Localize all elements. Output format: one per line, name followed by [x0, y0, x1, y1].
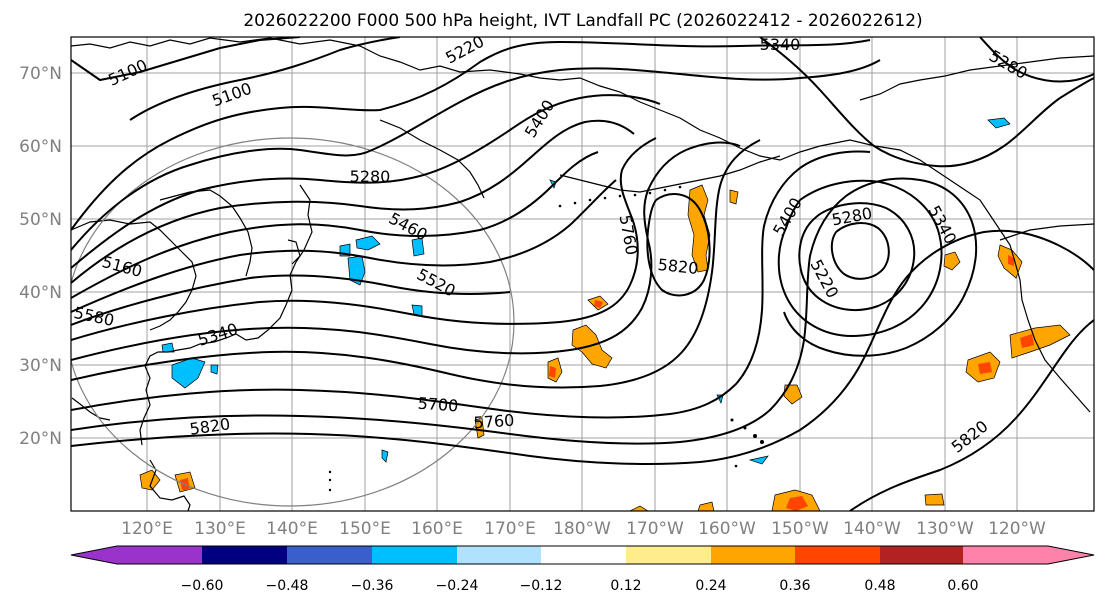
lon-label: 140°W — [843, 519, 901, 539]
lat-label: 40°N — [19, 283, 62, 303]
landfall-radius-circle — [71, 137, 515, 507]
lat-label: 30°N — [19, 356, 62, 376]
colorbar-tick: −0.48 — [266, 578, 309, 594]
ivt-negative-shading — [161, 117, 1011, 465]
colorbar-tick: 0.48 — [864, 578, 895, 594]
map-title: 2026022200 F000 500 hPa height, IVT Land… — [243, 11, 922, 31]
lon-label: 160°E — [411, 519, 463, 539]
ivt-positive-shading — [139, 184, 1071, 511]
contour-label: 5760 — [473, 411, 515, 433]
lon-label: 160°W — [698, 519, 756, 539]
colorbar-tick: 0.24 — [695, 578, 726, 594]
colorbar-tick: −0.12 — [520, 578, 563, 594]
lon-label: 150°E — [339, 519, 391, 539]
lon-label: 130°W — [916, 519, 974, 539]
lon-label: 150°W — [771, 519, 829, 539]
contour-label: 5280 — [350, 167, 391, 186]
lon-label: 170°W — [626, 519, 684, 539]
colorbar-segment — [117, 546, 202, 564]
colorbar-segment — [457, 546, 541, 564]
height-contours — [71, 37, 1094, 511]
colorbar-segment — [795, 546, 880, 564]
lon-label: 120°E — [121, 519, 173, 539]
colorbar-segment — [1048, 546, 1094, 564]
colorbar-tick: 0.36 — [779, 578, 810, 594]
colorbar-segment — [541, 546, 626, 564]
longitude-labels: 120°E 130°E 140°E 150°E 160°E 170°E 180°… — [121, 519, 1046, 539]
colorbar-segment — [372, 546, 457, 564]
lat-label: 50°N — [19, 210, 62, 230]
lon-label: 180°W — [553, 519, 611, 539]
colorbar-tick: −0.60 — [181, 578, 224, 594]
lat-label: 60°N — [19, 137, 62, 157]
colorbar-tick: −0.36 — [351, 578, 394, 594]
contour-label: 5340 — [760, 35, 801, 54]
contour-label: 5820 — [657, 255, 699, 278]
colorbar — [70, 545, 1095, 565]
gridlines — [71, 37, 1094, 511]
lon-label: 170°E — [484, 519, 536, 539]
colorbar-tick: −0.24 — [436, 578, 479, 594]
lat-label: 70°N — [19, 64, 62, 84]
lat-label: 20°N — [19, 429, 62, 449]
contour-label: 5700 — [417, 394, 459, 416]
lon-label: 140°E — [266, 519, 318, 539]
colorbar-segment — [71, 546, 117, 564]
lon-label: 120°W — [988, 519, 1046, 539]
colorbar-tick: 0.12 — [610, 578, 641, 594]
map-border — [70, 36, 1095, 512]
latitude-labels: 70°N 60°N 50°N 40°N 30°N 20°N — [19, 64, 62, 449]
colorbar-tick: 0.60 — [947, 578, 978, 594]
colorbar-segment — [963, 546, 1048, 564]
lon-label: 130°E — [194, 519, 246, 539]
colorbar-segment — [711, 546, 795, 564]
colorbar-segment — [880, 546, 963, 564]
colorbar-segment — [626, 546, 711, 564]
coastlines — [71, 37, 1094, 511]
colorbar-segment — [287, 546, 372, 564]
island-dots — [328, 185, 764, 492]
colorbar-outline — [70, 545, 1095, 565]
colorbar-segment — [202, 546, 287, 564]
colorbar-tick-labels: −0.60 −0.48 −0.36 −0.24 −0.12 0.12 0.24 … — [181, 578, 979, 594]
